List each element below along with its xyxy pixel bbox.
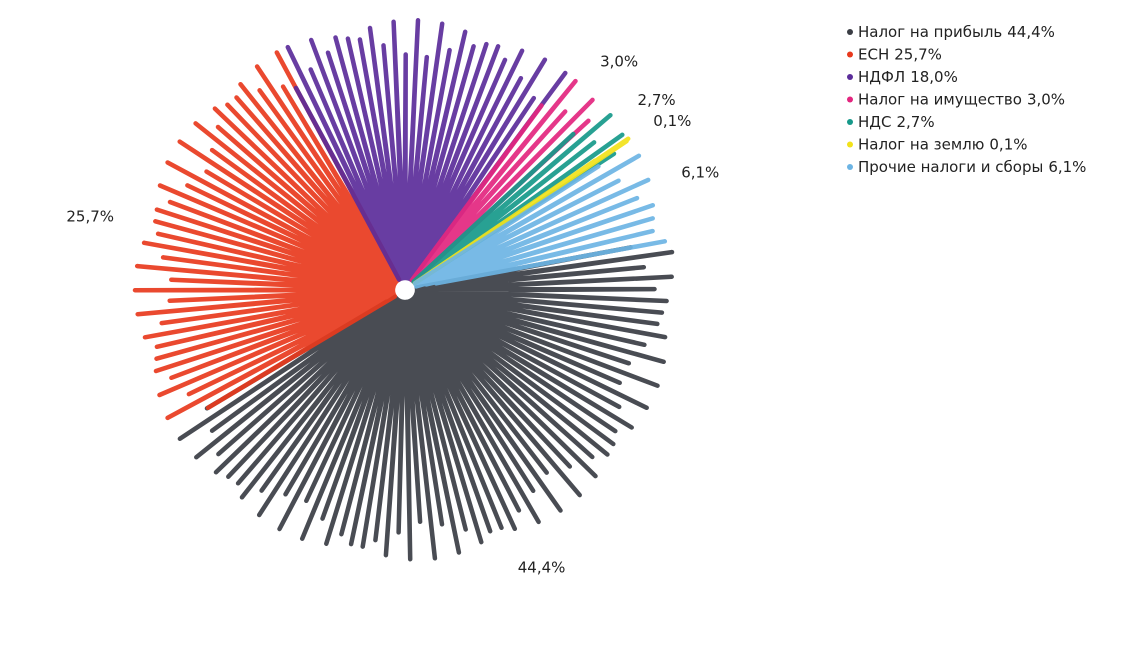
legend-entry: Прочие налоги и сборы 6,1% xyxy=(858,158,1086,176)
legend-name: Налог на прибыль xyxy=(858,23,1002,41)
legend-name: Прочие налоги и сборы xyxy=(858,158,1043,176)
legend-value: 3,0% xyxy=(1027,90,1065,108)
data-label: 0,1% xyxy=(653,112,691,130)
legend-value: 25,7% xyxy=(894,45,942,63)
legend-marker xyxy=(847,141,853,148)
legend-entry: ЕСН 25,7% xyxy=(858,45,942,63)
legend-marker xyxy=(847,96,853,103)
pie-slice xyxy=(177,245,675,562)
legend-entry: Налог на имущество 3,0% xyxy=(858,90,1065,108)
legend-marker xyxy=(847,51,853,58)
pie-slice xyxy=(411,112,625,286)
pie-slice xyxy=(132,50,402,421)
legend-entry: Налог на прибыль 44,4% xyxy=(858,23,1055,41)
legend-name: Налог на имущество xyxy=(858,90,1022,108)
legend-marker xyxy=(847,29,853,35)
legend-value: 6,1% xyxy=(1048,158,1086,176)
legend-name: ЕСН xyxy=(858,45,889,63)
pie-slice xyxy=(285,18,568,283)
legend-entry: НДС 2,7% xyxy=(858,113,935,131)
data-label: 25,7% xyxy=(66,207,114,225)
legend-value: 44,4% xyxy=(1007,23,1055,41)
legend-name: Налог на землю xyxy=(858,135,984,153)
legend-value: 2,7% xyxy=(896,113,934,131)
legend-name: НДФЛ xyxy=(858,68,905,86)
data-label: 6,1% xyxy=(681,163,719,181)
data-label: 44,4% xyxy=(518,558,566,576)
pie-slice xyxy=(412,153,668,289)
data-label: 3,0% xyxy=(600,53,638,71)
legend-marker xyxy=(847,74,853,80)
legend-value: 0,1% xyxy=(989,135,1027,153)
data-label: 2,7% xyxy=(638,91,676,109)
legend-entry: Налог на землю 0,1% xyxy=(858,135,1028,153)
legend-marker xyxy=(847,119,853,125)
pie-slice xyxy=(409,78,595,284)
legend-value: 18,0% xyxy=(910,68,958,86)
legend-name: НДС xyxy=(858,113,891,131)
legend-marker xyxy=(847,164,853,170)
legend-entry: НДФЛ 18,0% xyxy=(858,68,958,86)
